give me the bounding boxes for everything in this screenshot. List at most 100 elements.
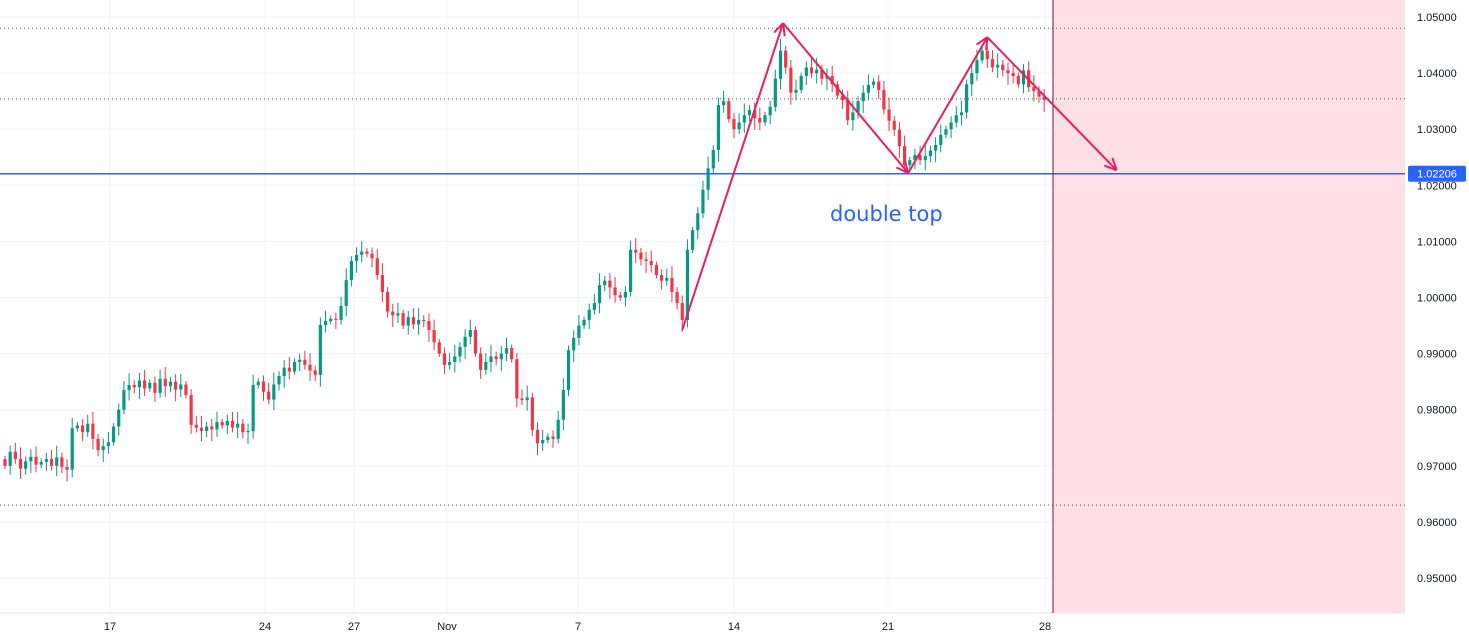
candle bbox=[401, 309, 405, 329]
candle bbox=[794, 79, 798, 101]
candle bbox=[866, 74, 870, 101]
candle-body bbox=[256, 381, 260, 386]
candle-body bbox=[773, 78, 777, 107]
candle-body bbox=[158, 378, 162, 393]
candle bbox=[541, 429, 545, 451]
candle-body bbox=[80, 425, 85, 433]
candle-body bbox=[639, 252, 643, 260]
arrowhead bbox=[773, 22, 784, 34]
candle bbox=[577, 315, 581, 346]
candle bbox=[778, 38, 783, 90]
candle-body bbox=[665, 277, 669, 281]
candle-body bbox=[644, 259, 648, 262]
candle bbox=[965, 79, 969, 119]
candle bbox=[489, 344, 493, 373]
candle-body bbox=[546, 436, 550, 440]
candle-body bbox=[1006, 70, 1010, 74]
candle bbox=[809, 58, 814, 78]
candle-body bbox=[277, 376, 281, 385]
candle bbox=[1011, 62, 1015, 84]
candle bbox=[29, 449, 33, 474]
y-tick-label: 1.00000 bbox=[1417, 293, 1457, 305]
candle-body bbox=[871, 81, 876, 85]
candle-body bbox=[354, 254, 359, 262]
candle bbox=[980, 47, 984, 64]
candle-body bbox=[670, 277, 674, 292]
candle-body bbox=[970, 73, 974, 85]
candle bbox=[101, 438, 105, 462]
candle-body bbox=[75, 425, 79, 429]
candle bbox=[96, 434, 100, 457]
x-tick-label: 7 bbox=[575, 621, 581, 633]
candle-body bbox=[86, 423, 90, 433]
candle bbox=[272, 372, 276, 410]
candle-body bbox=[292, 362, 297, 372]
candle bbox=[546, 433, 550, 444]
candle-body bbox=[236, 423, 240, 428]
candle bbox=[65, 459, 69, 482]
candle-body bbox=[789, 67, 793, 93]
candle-body bbox=[758, 117, 762, 123]
candle-body bbox=[603, 280, 607, 286]
candle-body bbox=[711, 149, 715, 169]
candle-body bbox=[815, 69, 819, 74]
candle bbox=[437, 339, 441, 357]
grid bbox=[0, 0, 1405, 614]
double-top-pattern-drawing[interactable] bbox=[681, 22, 1118, 331]
candle bbox=[582, 316, 586, 329]
candle-body bbox=[727, 101, 731, 120]
candle bbox=[623, 285, 627, 307]
candle bbox=[111, 423, 116, 446]
candle-body bbox=[649, 261, 653, 265]
candle-body bbox=[990, 59, 995, 68]
candle bbox=[520, 389, 524, 405]
candle-body bbox=[861, 92, 865, 102]
candle-body bbox=[401, 313, 405, 326]
candle bbox=[292, 358, 297, 375]
candle bbox=[199, 415, 204, 442]
price-axis[interactable] bbox=[1405, 0, 1469, 635]
candle-body bbox=[261, 381, 266, 392]
candle bbox=[561, 378, 565, 431]
candle-body bbox=[613, 287, 617, 296]
candle-body bbox=[597, 285, 602, 304]
candle-body bbox=[535, 429, 540, 444]
candle-body bbox=[334, 318, 338, 320]
arrowhead bbox=[1111, 157, 1118, 171]
candle-body bbox=[142, 380, 147, 389]
candle-body bbox=[344, 280, 348, 306]
candle bbox=[344, 268, 348, 317]
candle bbox=[282, 360, 286, 388]
candle bbox=[479, 347, 483, 379]
candle bbox=[132, 380, 136, 394]
candle bbox=[13, 442, 17, 464]
candle-body bbox=[489, 356, 493, 363]
candle bbox=[949, 116, 953, 139]
candle bbox=[1042, 89, 1046, 112]
candle-body bbox=[685, 249, 690, 320]
candle-body bbox=[65, 466, 69, 470]
candle bbox=[840, 89, 845, 110]
double-top-label[interactable]: double top bbox=[830, 202, 943, 226]
candle-body bbox=[856, 101, 860, 113]
candle bbox=[722, 90, 726, 113]
candle bbox=[758, 107, 762, 131]
candle bbox=[448, 353, 452, 370]
candle bbox=[354, 247, 359, 273]
candle-body bbox=[49, 459, 54, 466]
candle bbox=[468, 319, 472, 345]
candle bbox=[318, 317, 322, 387]
candle bbox=[380, 263, 385, 303]
candle-body bbox=[592, 303, 596, 310]
candle bbox=[732, 112, 736, 139]
candle bbox=[680, 295, 684, 332]
pattern-segment bbox=[907, 36, 989, 174]
candle bbox=[236, 411, 240, 439]
candle bbox=[628, 240, 633, 297]
candle bbox=[339, 296, 343, 325]
candle bbox=[830, 65, 834, 92]
candle bbox=[504, 337, 509, 362]
arrowhead bbox=[895, 166, 909, 174]
y-tick-label: 1.01000 bbox=[1417, 236, 1457, 248]
